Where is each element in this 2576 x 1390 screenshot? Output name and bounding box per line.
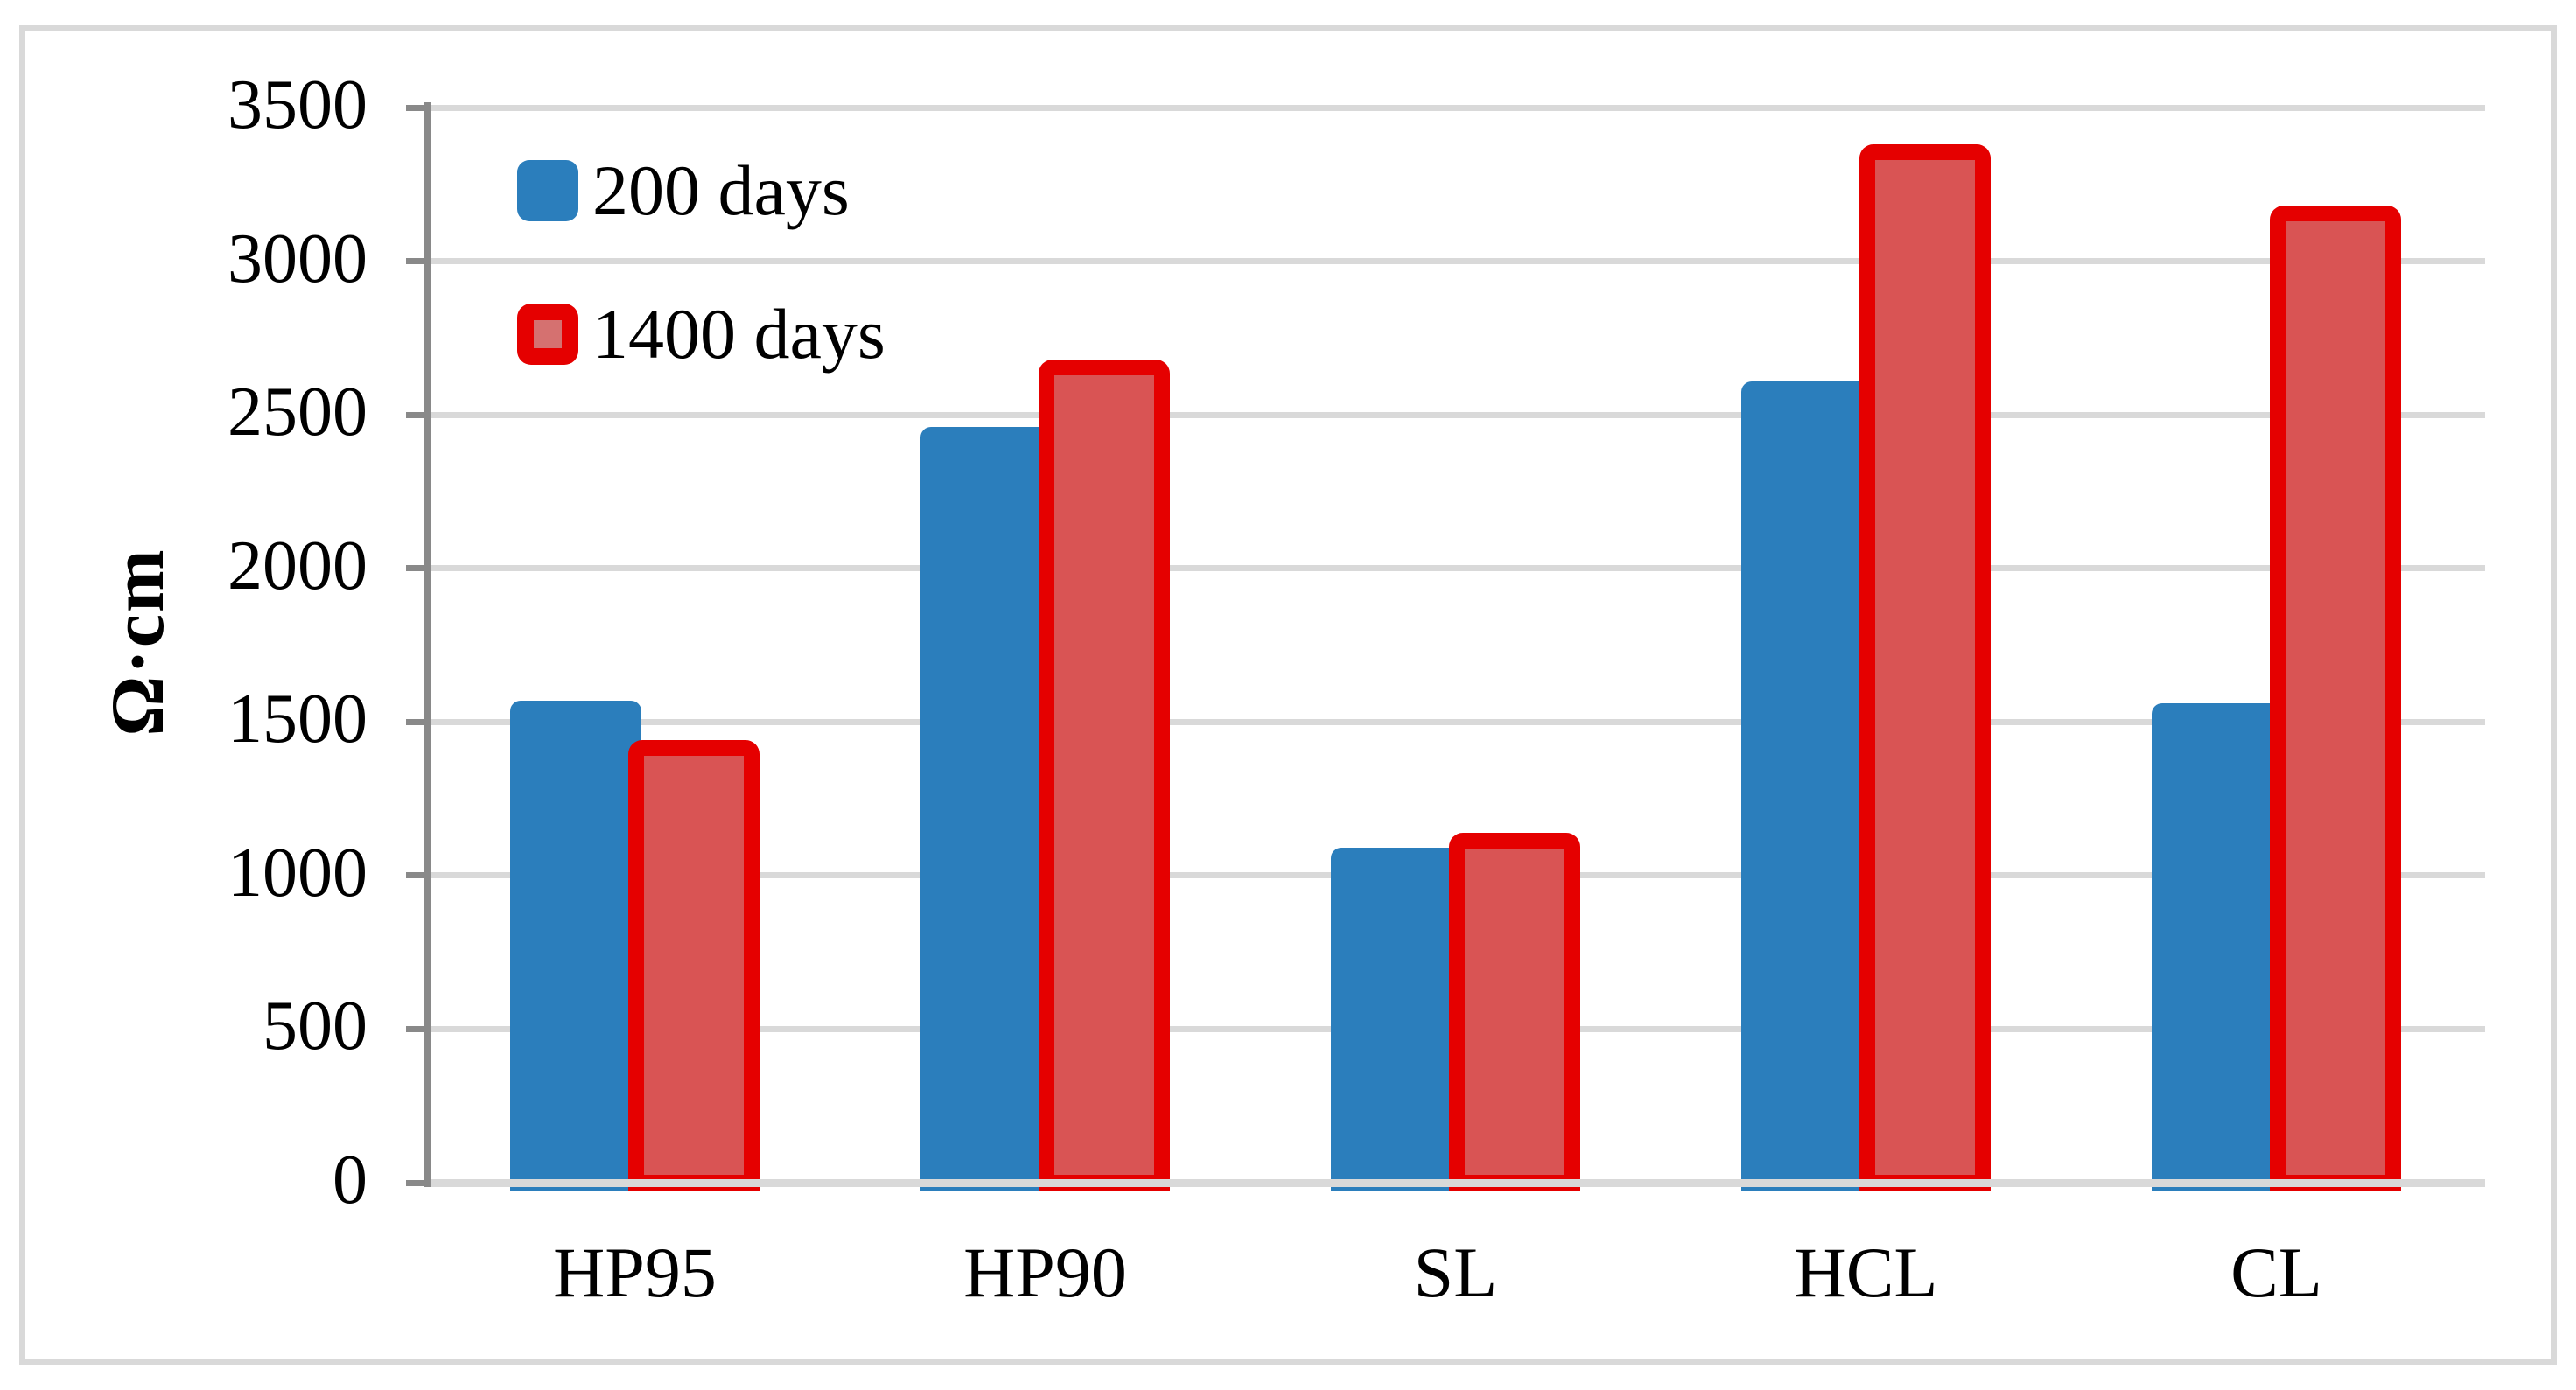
x-category-label-hp90: HP90	[963, 1233, 1127, 1312]
bar-200-days-hp95	[510, 700, 641, 1191]
y-tick-label: 1000	[228, 834, 368, 912]
x-category-label-cl: CL	[2230, 1233, 2322, 1312]
bar-200-days-hp90	[920, 427, 1052, 1191]
y-tick-label: 2000	[228, 527, 368, 604]
bar-1400-days-hp90	[1039, 359, 1170, 1191]
gridline	[429, 258, 2485, 265]
gridline	[429, 411, 2485, 418]
bar-1400-days-cl	[2270, 206, 2401, 1191]
figure-border	[19, 25, 2557, 1365]
legend-label-1400-days: 1400 days	[592, 294, 886, 374]
bar-1400-days-hp95	[628, 740, 760, 1191]
y-tick-label: 2500	[228, 373, 368, 451]
y-axis-tick	[406, 1179, 429, 1186]
y-axis-line	[424, 102, 431, 1187]
legend-swatch-200-days-icon	[517, 160, 578, 221]
bar-200-days-sl	[1331, 848, 1462, 1191]
legend-item-1400-days: 1400 days	[517, 294, 886, 374]
y-axis-tick	[406, 258, 429, 265]
y-tick-label: 1500	[228, 681, 368, 758]
x-category-label-hp95: HP95	[553, 1233, 717, 1312]
y-axis-tick	[406, 1025, 429, 1032]
gridline	[429, 565, 2485, 572]
legend-item-200-days: 200 days	[517, 150, 850, 230]
legend-swatch-1400-days-icon	[517, 304, 578, 365]
gridline	[429, 104, 2485, 111]
bar-200-days-cl	[2152, 703, 2283, 1191]
bar-1400-days-hcl	[1859, 144, 1991, 1191]
y-tick-label: 3000	[228, 220, 368, 297]
legend-label-200-days: 200 days	[592, 150, 850, 230]
y-axis-tick	[406, 872, 429, 879]
y-axis-tick	[406, 104, 429, 111]
y-axis-tick	[406, 565, 429, 572]
y-axis-tick	[406, 718, 429, 725]
y-tick-label: 3500	[228, 66, 368, 143]
y-tick-label: 500	[262, 988, 368, 1065]
y-tick-label: 0	[332, 1141, 368, 1219]
gridline	[429, 718, 2485, 725]
bar-1400-days-sl	[1449, 832, 1580, 1191]
x-category-label-hcl: HCL	[1794, 1233, 1938, 1312]
x-category-label-sl: SL	[1413, 1233, 1498, 1312]
y-axis-tick	[406, 411, 429, 418]
x-axis-baseline	[429, 1179, 2485, 1187]
bar-200-days-hcl	[1741, 381, 1872, 1191]
